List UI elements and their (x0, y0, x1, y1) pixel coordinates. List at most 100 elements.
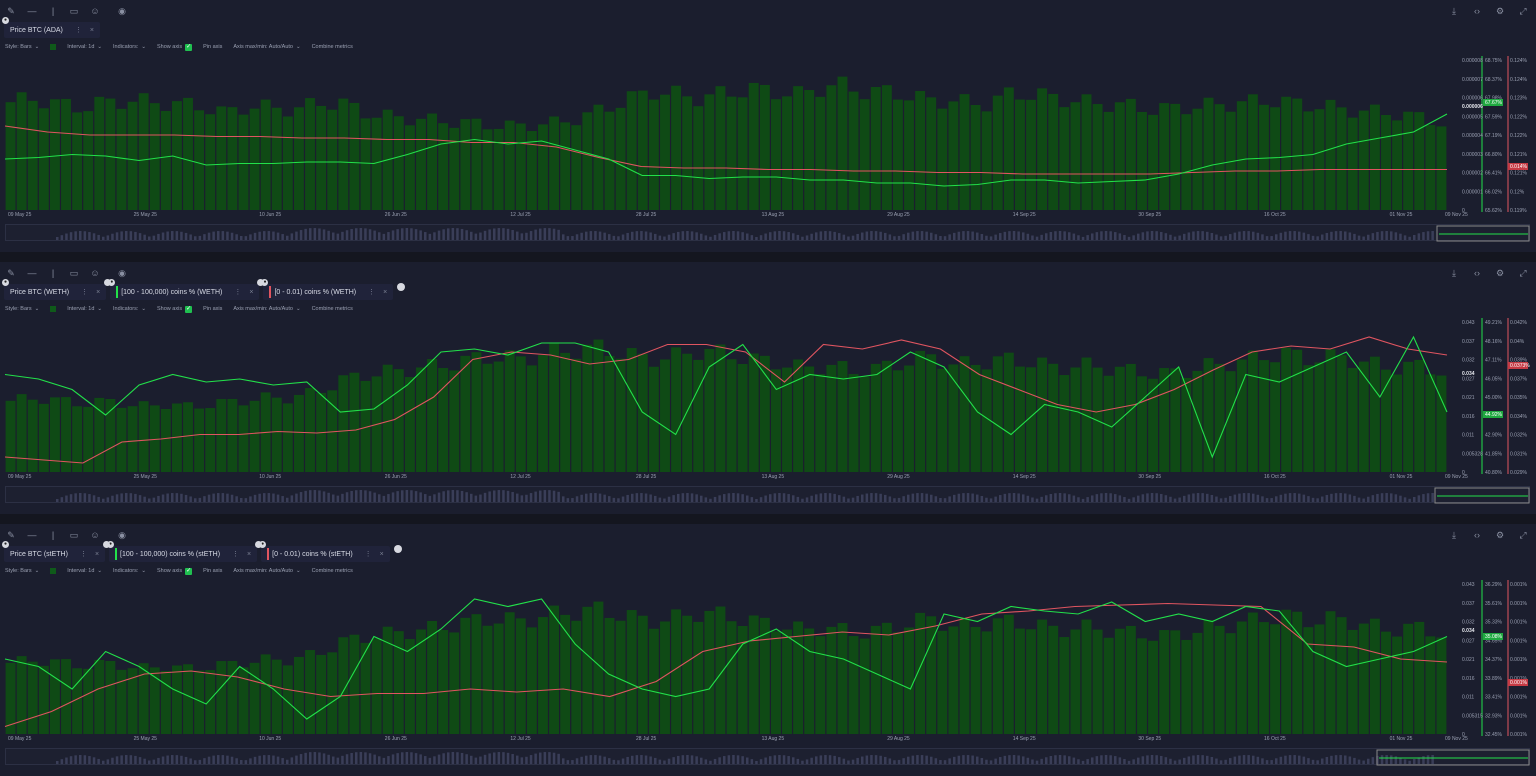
eye-icon[interactable]: ◉ (118, 6, 126, 16)
style-dropdown[interactable]: Style: Bars ⌄ (5, 44, 39, 50)
style-dropdown[interactable]: Style: Bars ⌄ (5, 568, 39, 574)
close-icon[interactable]: × (247, 550, 252, 558)
chart-canvas[interactable]: 0.0430.0370.0320.0270.0210.0160.0110.005… (0, 524, 1536, 776)
close-icon[interactable]: × (383, 288, 388, 296)
download-icon[interactable]: ⤓ (1452, 530, 1456, 540)
vertical-line-icon[interactable]: | (51, 530, 55, 540)
metric-tab[interactable]: ● [100 - 100,000) coins % (stETH) ⋮ × (103, 541, 258, 562)
eye-icon[interactable]: ◉ (118, 268, 126, 278)
note-icon[interactable]: ▭ (69, 6, 79, 16)
embed-code-icon[interactable]: ‹› (1474, 6, 1480, 16)
close-icon[interactable]: × (96, 288, 101, 296)
navigator-handle[interactable] (1436, 225, 1530, 242)
eye-icon[interactable] (255, 541, 263, 548)
note-icon[interactable]: ▭ (69, 530, 79, 540)
metric-tab[interactable]: ● Price BTC (stETH) ⋮ × (2, 541, 106, 562)
close-icon[interactable]: × (89, 26, 94, 34)
show-axis-toggle[interactable]: Show axis ✓ (157, 43, 193, 51)
fullscreen-icon[interactable]: ⤢ (1519, 268, 1527, 278)
pin-axis-toggle[interactable]: Pin axis (203, 306, 222, 312)
more-menu-icon[interactable]: ⋮ (81, 289, 89, 296)
emoji-icon[interactable]: ☺ (90, 6, 100, 16)
show-axis-toggle[interactable]: Show axis ✓ (157, 567, 193, 575)
close-icon[interactable]: × (249, 288, 254, 296)
embed-code-icon[interactable]: ‹› (1474, 268, 1480, 278)
eye-icon[interactable]: ◉ (118, 530, 126, 540)
interval-dropdown[interactable]: Interval: 1d ⌄ (67, 44, 102, 50)
lock-icon[interactable]: ● (259, 541, 267, 548)
settings-icon[interactable]: ⚙ (1495, 268, 1505, 278)
color-picker[interactable] (50, 44, 57, 50)
add-metric-icon[interactable] (393, 545, 402, 553)
lock-icon[interactable]: ● (2, 279, 9, 286)
fullscreen-icon[interactable]: ⤢ (1519, 6, 1527, 16)
pin-axis-toggle[interactable]: Pin axis (203, 568, 222, 574)
more-menu-icon[interactable]: ⋮ (232, 551, 240, 558)
metric-tab[interactable]: ● [0 - 0.01) coins % (WETH) ⋮ × (257, 279, 394, 300)
close-icon[interactable]: × (94, 550, 100, 558)
note-icon[interactable]: ▭ (69, 268, 79, 278)
show-axis-toggle[interactable]: Show axis ✓ (157, 305, 193, 313)
chart-canvas[interactable]: 0.0000080.0000070.0000060.0000050.000004… (0, 0, 1536, 252)
combine-metrics-button[interactable]: Combine metrics (312, 568, 353, 574)
interval-dropdown[interactable]: Interval: 1d ⌄ (67, 306, 102, 312)
more-menu-icon[interactable]: ⋮ (234, 289, 242, 296)
lock-icon[interactable]: ● (261, 279, 269, 286)
lock-icon[interactable]: ● (2, 17, 9, 24)
checkbox-checked-icon[interactable]: ✓ (185, 305, 193, 313)
fullscreen-icon[interactable]: ⤢ (1519, 530, 1527, 540)
embed-code-icon[interactable]: ‹› (1474, 530, 1480, 540)
vertical-line-icon[interactable]: | (51, 268, 55, 278)
checkbox-checked-icon[interactable]: ✓ (185, 43, 193, 51)
style-dropdown[interactable]: Style: Bars ⌄ (5, 306, 39, 312)
eye-icon[interactable] (103, 541, 111, 548)
range-navigator[interactable] (5, 486, 1530, 504)
combine-metrics-button[interactable]: Combine metrics (312, 306, 353, 312)
navigator-handle[interactable] (1434, 487, 1530, 504)
lock-icon[interactable]: ● (108, 279, 116, 286)
lock-icon[interactable]: ● (2, 541, 9, 548)
metric-tab[interactable]: ● Price BTC (WETH) ⋮ × (2, 279, 107, 300)
add-metric-icon[interactable] (397, 283, 406, 291)
axis-minmax-dropdown[interactable]: Axis max/min: Auto/Auto ⌄ (233, 44, 300, 50)
horizontal-line-icon[interactable]: — (27, 268, 37, 278)
pencil-icon[interactable]: ✎ (7, 530, 15, 540)
download-icon[interactable]: ⤓ (1452, 268, 1456, 278)
vertical-line-icon[interactable]: | (51, 6, 55, 16)
close-icon[interactable]: × (379, 550, 384, 558)
more-menu-icon[interactable]: ⋮ (79, 551, 87, 558)
range-navigator[interactable] (5, 748, 1530, 766)
color-picker[interactable] (50, 568, 57, 574)
interval-dropdown[interactable]: Interval: 1d ⌄ (67, 568, 102, 574)
horizontal-line-icon[interactable]: — (27, 6, 37, 16)
pencil-icon[interactable]: ✎ (7, 6, 15, 16)
pencil-icon[interactable]: ✎ (7, 268, 15, 278)
combine-metrics-button[interactable]: Combine metrics (312, 44, 353, 50)
range-navigator[interactable] (5, 224, 1530, 242)
horizontal-line-icon[interactable]: — (27, 530, 37, 540)
more-menu-icon[interactable]: ⋮ (368, 289, 376, 296)
eye-icon[interactable] (104, 279, 112, 286)
axis-minmax-dropdown[interactable]: Axis max/min: Auto/Auto ⌄ (233, 568, 300, 574)
settings-icon[interactable]: ⚙ (1495, 530, 1505, 540)
pin-axis-toggle[interactable]: Pin axis (203, 44, 222, 50)
eye-icon[interactable] (257, 279, 265, 286)
color-picker[interactable] (50, 306, 57, 312)
indicators-dropdown[interactable]: Indicators: ⌄ (113, 568, 146, 574)
more-menu-icon[interactable]: ⋮ (364, 551, 372, 558)
navigator-handle[interactable] (1376, 749, 1530, 766)
metric-tab[interactable]: ● Price BTC (ADA) ⋮ × (2, 17, 100, 38)
download-icon[interactable]: ⤓ (1452, 6, 1456, 16)
metric-tab[interactable]: ● [100 - 100,000) coins % (WETH) ⋮ × (104, 279, 260, 300)
lock-icon[interactable]: ● (107, 541, 115, 548)
chart-canvas[interactable]: 0.0430.0370.0320.0270.0210.0160.0110.005… (0, 262, 1536, 514)
metric-tab[interactable]: ● [0 - 0.01) coins % (stETH) ⋮ × (255, 541, 390, 562)
indicators-dropdown[interactable]: Indicators: ⌄ (113, 44, 146, 50)
more-menu-icon[interactable]: ⋮ (74, 27, 82, 34)
axis-minmax-dropdown[interactable]: Axis max/min: Auto/Auto ⌄ (233, 306, 300, 312)
checkbox-checked-icon[interactable]: ✓ (185, 567, 193, 575)
emoji-icon[interactable]: ☺ (90, 268, 100, 278)
indicators-dropdown[interactable]: Indicators: ⌄ (113, 306, 146, 312)
settings-icon[interactable]: ⚙ (1495, 6, 1505, 16)
emoji-icon[interactable]: ☺ (90, 530, 100, 540)
